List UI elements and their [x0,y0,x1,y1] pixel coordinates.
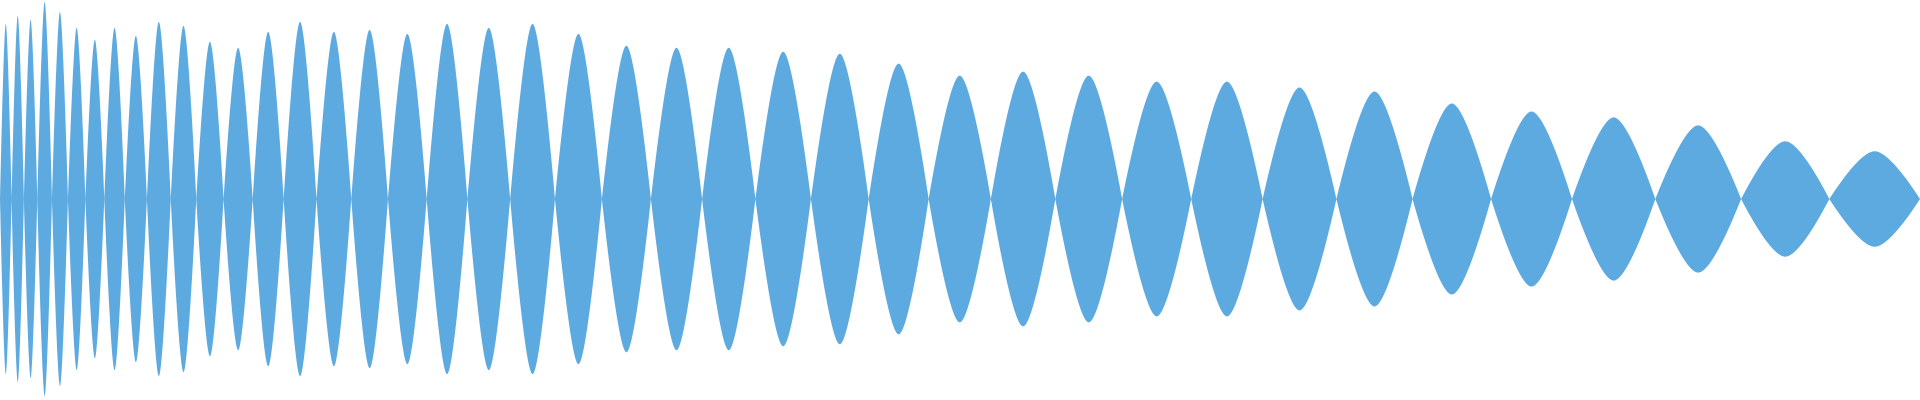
waveform-lobe [868,63,929,335]
waveform-lobe [11,15,24,383]
waveform-lobe [196,41,224,357]
waveform-lobe [554,33,602,365]
waveform-lobe [316,31,352,367]
waveform-lobe [1336,91,1413,307]
waveform-lobe [283,21,317,377]
waveform-lobe [124,35,147,363]
waveform-lobe [51,11,68,387]
waveform-lobe [990,71,1056,327]
waveform-lobe [426,23,468,375]
waveform-lobe [1655,125,1742,273]
waveform-lobe [351,29,388,369]
waveform-lobe [1741,141,1830,257]
waveform-lobe [755,51,811,347]
waveform-lobe [1571,117,1656,281]
waveform-lobe [1491,111,1572,287]
waveform-lobe [928,75,991,323]
waveform-lobe [810,53,869,345]
waveform-lobe [1829,151,1920,247]
waveform-lobe [1262,87,1337,311]
waveform-lobe [252,31,284,367]
waveform-lobe [0,23,12,375]
waveform-lobe [104,27,125,371]
waveform-lobe [1412,103,1492,295]
waveform-lobe [1055,75,1123,323]
waveform-lobe [1122,81,1192,317]
waveform-lobe [85,39,105,359]
waveform-lobe [67,27,86,371]
waveform-lobe [650,47,703,351]
waveform-lobe [146,21,171,377]
waveform-lobe [170,25,197,373]
waveform-lobe [1191,81,1263,317]
waveform-lobe [510,23,555,375]
waveform-lobe [467,27,511,371]
waveform-lobe [387,33,427,365]
waveform-lobe [702,47,756,351]
waveform-lobe [37,1,52,397]
waveform-lobe [601,45,651,353]
waveform-lobe [223,47,253,351]
waveform-lobe [23,19,38,379]
